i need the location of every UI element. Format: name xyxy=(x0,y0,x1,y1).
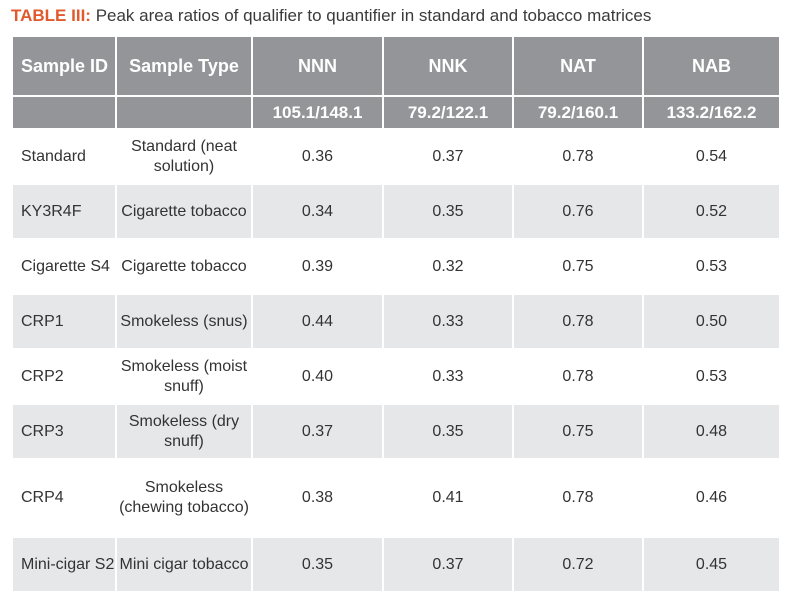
column-header: Sample Type xyxy=(115,35,253,97)
peak-area-ratio-table: Sample ID Sample Type NNN NNK NAT NAB 10… xyxy=(11,35,781,593)
sample-type-cell: Smokeless (dry snuff) xyxy=(115,403,253,460)
ratio-cell: 0.44 xyxy=(251,293,384,350)
column-header: NNN xyxy=(251,35,384,97)
column-subheader xyxy=(115,95,253,130)
ratio-cell: 0.35 xyxy=(382,183,514,240)
sample-id-cell: CRP4 xyxy=(11,458,117,538)
ratio-cell: 0.37 xyxy=(251,403,384,460)
sample-type-cell: Cigarette tobacco xyxy=(115,238,253,295)
ratio-cell: 0.32 xyxy=(382,238,514,295)
table-row: CRP1 Smokeless (snus) 0.44 0.33 0.78 0.5… xyxy=(11,293,781,350)
column-subheader: 79.2/122.1 xyxy=(382,95,514,130)
column-subheader: 133.2/162.2 xyxy=(642,95,781,130)
ratio-cell: 0.37 xyxy=(382,536,514,593)
ratio-cell: 0.35 xyxy=(251,536,384,593)
ratio-cell: 0.78 xyxy=(512,458,644,538)
ratio-cell: 0.41 xyxy=(382,458,514,538)
sample-id-cell: Cigarette S4 xyxy=(11,238,117,295)
ratio-cell: 0.75 xyxy=(512,403,644,460)
sample-type-cell: Smokeless (moist snuff) xyxy=(115,348,253,405)
sample-type-cell: Smokeless (snus) xyxy=(115,293,253,350)
table-subheader-row: 105.1/148.1 79.2/122.1 79.2/160.1 133.2/… xyxy=(11,95,781,130)
ratio-cell: 0.72 xyxy=(512,536,644,593)
sample-id-cell: Mini-cigar S2 xyxy=(11,536,117,593)
table-row: CRP3 Smokeless (dry snuff) 0.37 0.35 0.7… xyxy=(11,403,781,460)
table-row: Mini-cigar S2 Mini cigar tobacco 0.35 0.… xyxy=(11,536,781,593)
ratio-cell: 0.40 xyxy=(251,348,384,405)
ratio-cell: 0.78 xyxy=(512,293,644,350)
table-row: KY3R4F Cigarette tobacco 0.34 0.35 0.76 … xyxy=(11,183,781,240)
column-header: NNK xyxy=(382,35,514,97)
column-header: NAT xyxy=(512,35,644,97)
sample-type-cell: Cigarette tobacco xyxy=(115,183,253,240)
table-caption: TABLE III: Peak area ratios of qualifier… xyxy=(11,5,651,27)
sample-id-cell: KY3R4F xyxy=(11,183,117,240)
table-row: Standard Standard (neat solution) 0.36 0… xyxy=(11,128,781,185)
ratio-cell: 0.34 xyxy=(251,183,384,240)
sample-id-cell: Standard xyxy=(11,128,117,185)
column-header: NAB xyxy=(642,35,781,97)
table-header-row: Sample ID Sample Type NNN NNK NAT NAB xyxy=(11,35,781,97)
ratio-cell: 0.78 xyxy=(512,348,644,405)
ratio-cell: 0.78 xyxy=(512,128,644,185)
column-subheader xyxy=(11,95,117,130)
column-subheader: 79.2/160.1 xyxy=(512,95,644,130)
ratio-cell: 0.75 xyxy=(512,238,644,295)
ratio-cell: 0.38 xyxy=(251,458,384,538)
column-subheader: 105.1/148.1 xyxy=(251,95,384,130)
ratio-cell: 0.48 xyxy=(642,403,781,460)
ratio-cell: 0.52 xyxy=(642,183,781,240)
ratio-cell: 0.33 xyxy=(382,293,514,350)
ratio-cell: 0.45 xyxy=(642,536,781,593)
ratio-cell: 0.76 xyxy=(512,183,644,240)
column-header: Sample ID xyxy=(11,35,117,97)
table-caption-label: TABLE III: xyxy=(11,6,91,25)
ratio-cell: 0.46 xyxy=(642,458,781,538)
ratio-cell: 0.53 xyxy=(642,348,781,405)
ratio-cell: 0.35 xyxy=(382,403,514,460)
sample-type-cell: Mini cigar tobacco xyxy=(115,536,253,593)
ratio-cell: 0.50 xyxy=(642,293,781,350)
table-caption-text: Peak area ratios of qualifier to quantif… xyxy=(95,6,652,25)
sample-type-cell: Standard (neat solution) xyxy=(115,128,253,185)
ratio-cell: 0.33 xyxy=(382,348,514,405)
ratio-cell: 0.37 xyxy=(382,128,514,185)
table-row: CRP4 Smokeless (chewing tobacco) 0.38 0.… xyxy=(11,458,781,538)
table-row: Cigarette S4 Cigarette tobacco 0.39 0.32… xyxy=(11,238,781,295)
sample-type-cell: Smokeless (chewing tobacco) xyxy=(115,458,253,538)
sample-id-cell: CRP2 xyxy=(11,348,117,405)
ratio-cell: 0.39 xyxy=(251,238,384,295)
table-row: CRP2 Smokeless (moist snuff) 0.40 0.33 0… xyxy=(11,348,781,405)
ratio-cell: 0.54 xyxy=(642,128,781,185)
sample-id-cell: CRP3 xyxy=(11,403,117,460)
ratio-cell: 0.36 xyxy=(251,128,384,185)
sample-id-cell: CRP1 xyxy=(11,293,117,350)
ratio-cell: 0.53 xyxy=(642,238,781,295)
